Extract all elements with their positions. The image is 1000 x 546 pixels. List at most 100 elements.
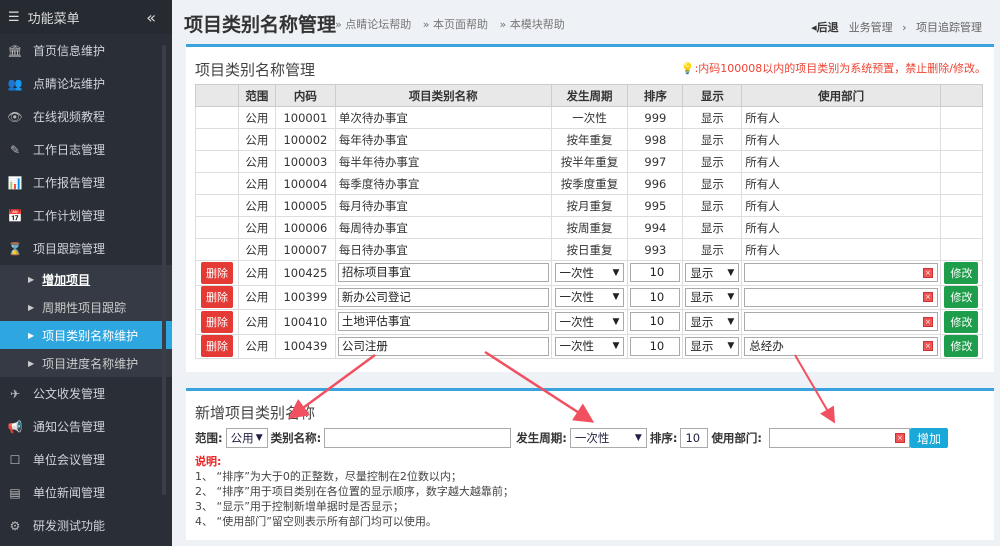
cycle-label: 发生周期:: [516, 431, 567, 445]
order-input[interactable]: 10: [630, 287, 681, 307]
sidebar-subitem-label: 项目类别名称维护: [42, 328, 139, 343]
display-select[interactable]: 显示 ▼: [685, 263, 740, 283]
clear-icon[interactable]: ×: [895, 433, 906, 443]
cycle-select[interactable]: 一次性 ▼: [569, 428, 647, 448]
name-input[interactable]: 公司注册: [337, 336, 549, 356]
cycle-cell: 一次性 ▼: [550, 284, 629, 310]
clear-icon[interactable]: ×: [922, 316, 933, 327]
name-input[interactable]: 新办公司登记: [337, 287, 549, 307]
menu-icon: ☰: [8, 9, 20, 25]
chevron-down-icon: ▼: [255, 433, 263, 443]
cycle-cell: 一次性 ▼: [550, 333, 629, 359]
cycle-select[interactable]: 一次性 ▼: [554, 312, 625, 332]
sidebar-subitem[interactable]: ▶ 项目类别名称维护: [0, 321, 172, 349]
sidebar-item[interactable]: ▤ 单位新闻管理: [0, 476, 172, 509]
dept-input[interactable]: ×: [744, 287, 938, 307]
sidebar-item[interactable]: 📢 通知公告管理: [0, 410, 172, 443]
chevron-down-icon: ▼: [634, 433, 642, 443]
clear-icon[interactable]: ×: [922, 267, 933, 278]
sidebar-subitem[interactable]: ▶ 周期性项目跟踪: [0, 293, 172, 321]
clear-icon[interactable]: ×: [922, 341, 933, 352]
table-cell: 100425: [274, 260, 336, 286]
display-cell: 显示 ▼: [682, 260, 743, 286]
order-input[interactable]: 10: [680, 428, 709, 448]
table-cell: 100001: [274, 106, 336, 129]
help-link-forum[interactable]: » 点睛论坛帮助: [335, 18, 412, 31]
collapse-icon[interactable]: «: [146, 7, 156, 27]
sidebar-item[interactable]: ✈ 公文收发管理: [0, 377, 172, 410]
action-cell: 删除: [195, 284, 239, 310]
modify-button[interactable]: 修改: [944, 286, 979, 309]
delete-button[interactable]: 删除: [200, 335, 233, 358]
panel-title: 项目类别名称管理: [195, 61, 316, 79]
sidebar-subitem[interactable]: ▶ 增加项目: [0, 265, 172, 293]
name-input[interactable]: [324, 428, 512, 448]
dept-input[interactable]: ×: [744, 263, 938, 283]
empty-cell: [195, 128, 239, 151]
table-cell: 显示: [682, 172, 743, 195]
sidebar-item[interactable]: ✎ 工作日志管理: [0, 133, 172, 166]
empty-cell: [939, 128, 984, 151]
display-select[interactable]: 显示 ▼: [685, 312, 740, 332]
dept-cell: ×: [741, 309, 941, 335]
order-input[interactable]: 10: [630, 263, 681, 283]
sidebar-item[interactable]: 📊 工作报告管理: [0, 166, 172, 199]
dept-input[interactable]: 总经办 ×: [744, 336, 938, 356]
modify-button[interactable]: 修改: [944, 261, 979, 284]
add-button[interactable]: 增加: [910, 428, 949, 448]
order-cell: 10: [627, 284, 684, 310]
menu-item-icon: 📅: [7, 208, 23, 223]
crumb-business[interactable]: 业务管理: [848, 21, 893, 34]
table-cell: 公用: [237, 309, 276, 335]
submenu: ▶ 增加项目 ▶ 周期性项目跟踪 ▶ 项目类别名称维护 ▶ 项目进度名称维护: [0, 265, 172, 377]
name-cell: 公司注册: [334, 333, 552, 359]
empty-cell: [939, 150, 984, 173]
sidebar-item[interactable]: ⚙ 研发测试功能: [0, 509, 172, 542]
cycle-select[interactable]: 一次性 ▼: [554, 263, 625, 283]
sidebar-scrollbar[interactable]: [162, 45, 166, 495]
page-title: 项目类别名称管理: [184, 14, 337, 36]
cycle-select[interactable]: 一次性 ▼: [554, 336, 625, 356]
help-link-page[interactable]: » 本页面帮助: [422, 18, 488, 31]
column-header: [195, 84, 239, 107]
scope-select[interactable]: 公用 ▼: [225, 428, 268, 448]
delete-button[interactable]: 删除: [200, 286, 233, 309]
display-select[interactable]: 显示 ▼: [685, 287, 740, 307]
table-row: 公用 100005 每月待办事宜 按月重复 995 显示 所有人: [195, 194, 984, 217]
back-link[interactable]: ◂后退: [811, 21, 839, 34]
sidebar-item[interactable]: ⌛ 项目跟踪管理: [0, 232, 172, 265]
sidebar-item[interactable]: 🏛 首页信息维护: [0, 34, 172, 67]
table-row: 公用 100004 每季度待办事宜 按季度重复 996 显示 所有人: [195, 172, 984, 195]
dept-input[interactable]: ×: [744, 312, 938, 332]
display-select[interactable]: 显示 ▼: [685, 336, 740, 356]
sidebar-item[interactable]: 📅 工作计划管理: [0, 199, 172, 232]
sidebar-header: ☰ 功能菜单 «: [0, 0, 172, 34]
sidebar-item[interactable]: ☐ 单位会议管理: [0, 443, 172, 476]
chevron-down-icon: ▼: [727, 316, 735, 327]
table-cell: 公用: [237, 150, 276, 173]
help-link-module[interactable]: » 本模块帮助: [499, 18, 565, 31]
table-cell: 公用: [237, 260, 276, 286]
table-cell: 100007: [274, 238, 336, 261]
display-cell: 显示 ▼: [682, 333, 743, 359]
table-cell: 显示: [682, 106, 743, 129]
name-input[interactable]: 招标项目事宜: [337, 263, 549, 283]
modify-button[interactable]: 修改: [944, 335, 979, 358]
order-input[interactable]: 10: [630, 336, 681, 356]
clear-icon[interactable]: ×: [922, 292, 933, 303]
chevron-down-icon: ▼: [727, 292, 735, 303]
delete-button[interactable]: 删除: [200, 310, 233, 333]
crumb-project[interactable]: 项目追踪管理: [916, 21, 982, 34]
sidebar-subitem[interactable]: ▶ 项目进度名称维护: [0, 349, 172, 377]
note: 3、 “显示”用于控制新增单据时是否显示；: [195, 500, 404, 513]
name-input[interactable]: 土地评估事宜: [337, 312, 549, 332]
delete-button[interactable]: 删除: [200, 261, 233, 284]
sidebar-item[interactable]: 👁 在线视频教程: [0, 100, 172, 133]
dept-input[interactable]: ×: [769, 428, 911, 448]
action-cell: 修改: [939, 284, 984, 310]
cycle-select[interactable]: 一次性 ▼: [554, 287, 625, 307]
order-input[interactable]: 10: [630, 312, 681, 332]
cycle-cell: 一次性 ▼: [550, 309, 629, 335]
modify-button[interactable]: 修改: [944, 310, 979, 333]
sidebar-item[interactable]: 👥 点睛论坛维护: [0, 67, 172, 100]
